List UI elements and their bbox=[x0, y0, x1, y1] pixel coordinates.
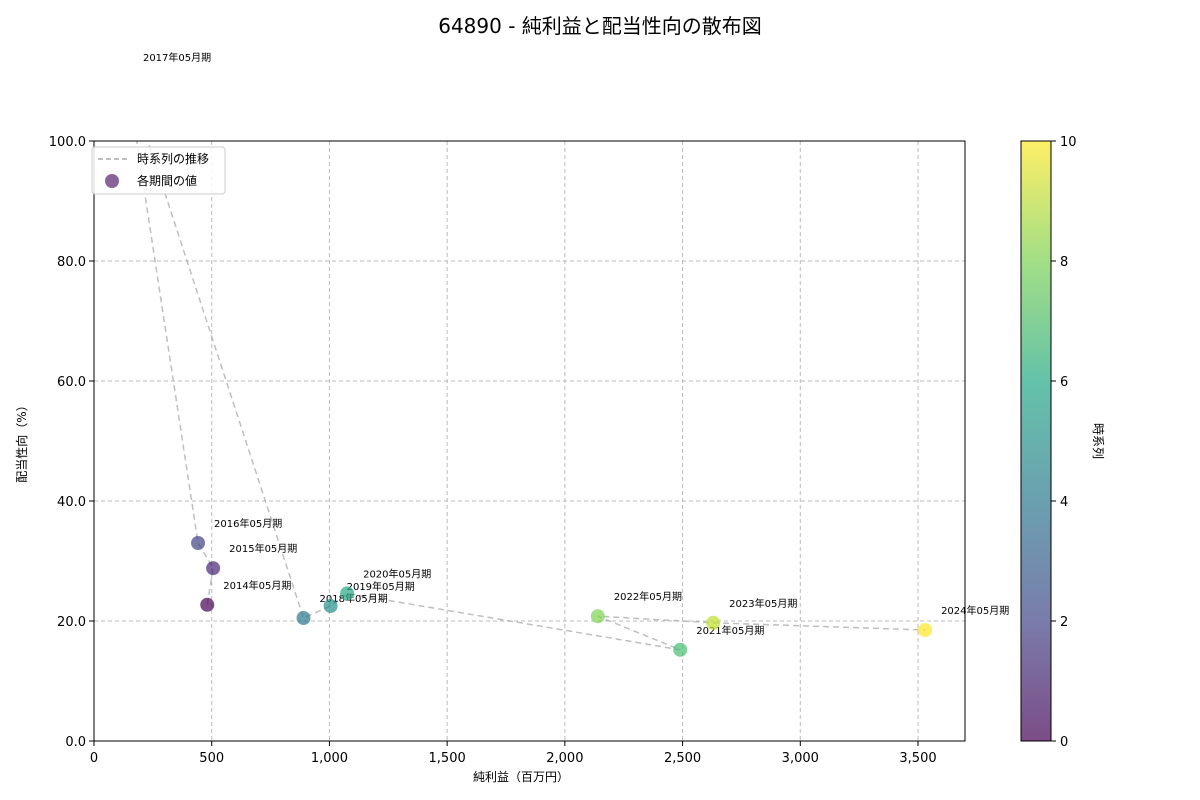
colorbar-tick-label: 10 bbox=[1060, 135, 1077, 150]
x-tick-label: 1,500 bbox=[429, 751, 466, 766]
x-axis: 0 500 1,000 1,500 2,000 2,500 3,000 3,500 bbox=[90, 741, 937, 766]
data-point bbox=[590, 609, 605, 624]
trend-line bbox=[135, 141, 926, 651]
x-tick-label: 0 bbox=[90, 751, 98, 766]
x-tick-label: 2,000 bbox=[546, 751, 583, 766]
point-label: 2017年05月期 bbox=[143, 51, 211, 64]
data-point bbox=[296, 611, 311, 625]
point-label: 2016年05月期 bbox=[214, 517, 282, 530]
data-point bbox=[206, 561, 221, 576]
x-axis-label: 純利益（百万円） bbox=[473, 770, 569, 784]
data-point bbox=[200, 597, 215, 612]
y-tick-label: 60.0 bbox=[57, 375, 86, 390]
data-point bbox=[340, 586, 355, 601]
x-tick-label: 1,000 bbox=[311, 751, 348, 766]
data-point bbox=[323, 599, 338, 613]
data-points: 2014年05月期 2015年05月期 2016年05月期 2017年05月期 2018… bbox=[120, 51, 1009, 657]
x-tick-label: 3,000 bbox=[782, 751, 819, 766]
colorbar-tick-label: 4 bbox=[1060, 495, 1068, 510]
data-point bbox=[673, 642, 688, 657]
point-label: 2018年05月期 bbox=[320, 592, 388, 605]
chart-title: 64890 - 純利益と配当性向の散布図 bbox=[438, 14, 762, 38]
point-label: 2021年05月期 bbox=[696, 624, 764, 637]
legend-marker-icon bbox=[105, 174, 119, 188]
data-point bbox=[706, 615, 721, 630]
y-tick-label: 20.0 bbox=[57, 615, 86, 630]
x-tick-label: 2,500 bbox=[664, 751, 701, 766]
x-tick-label: 3,500 bbox=[899, 751, 936, 766]
point-label: 2023年05月期 bbox=[729, 597, 797, 610]
colorbar-tick-label: 6 bbox=[1060, 375, 1068, 390]
y-tick-label: 80.0 bbox=[57, 255, 86, 270]
colorbar-label: 時系列 bbox=[1091, 423, 1105, 459]
plot-frame bbox=[93, 140, 966, 742]
point-label: 2024年05月期 bbox=[941, 604, 1009, 617]
colorbar: 0 2 4 6 8 10 時系列 bbox=[1020, 135, 1105, 750]
legend-entry-trend: 時系列の推移 bbox=[137, 152, 209, 166]
colorbar-tick-label: 0 bbox=[1060, 735, 1068, 750]
data-point bbox=[120, 70, 134, 84]
data-point bbox=[918, 623, 933, 637]
point-label: 2019年05月期 bbox=[347, 580, 415, 593]
y-tick-label: 0.0 bbox=[65, 735, 86, 750]
legend: 時系列の推移 各期間の値 bbox=[91, 146, 226, 195]
point-label: 2015年05月期 bbox=[229, 542, 297, 555]
y-axis-label: 配当性向（%） bbox=[14, 399, 29, 482]
colorbar-tick-label: 2 bbox=[1060, 615, 1068, 630]
data-point bbox=[191, 536, 206, 550]
colorbar-tick-label: 8 bbox=[1060, 255, 1068, 270]
point-label: 2022年05月期 bbox=[614, 590, 682, 603]
point-label: 2014年05月期 bbox=[223, 579, 291, 592]
point-label: 2020年05月期 bbox=[363, 567, 431, 580]
grid bbox=[93, 140, 965, 742]
legend-entry-values: 各期間の値 bbox=[137, 173, 197, 188]
y-tick-label: 100.0 bbox=[49, 135, 86, 150]
y-axis: 0.0 20.0 40.0 60.0 80.0 100.0 bbox=[49, 135, 94, 750]
y-tick-label: 40.0 bbox=[57, 495, 86, 510]
x-tick-label: 500 bbox=[199, 751, 224, 766]
